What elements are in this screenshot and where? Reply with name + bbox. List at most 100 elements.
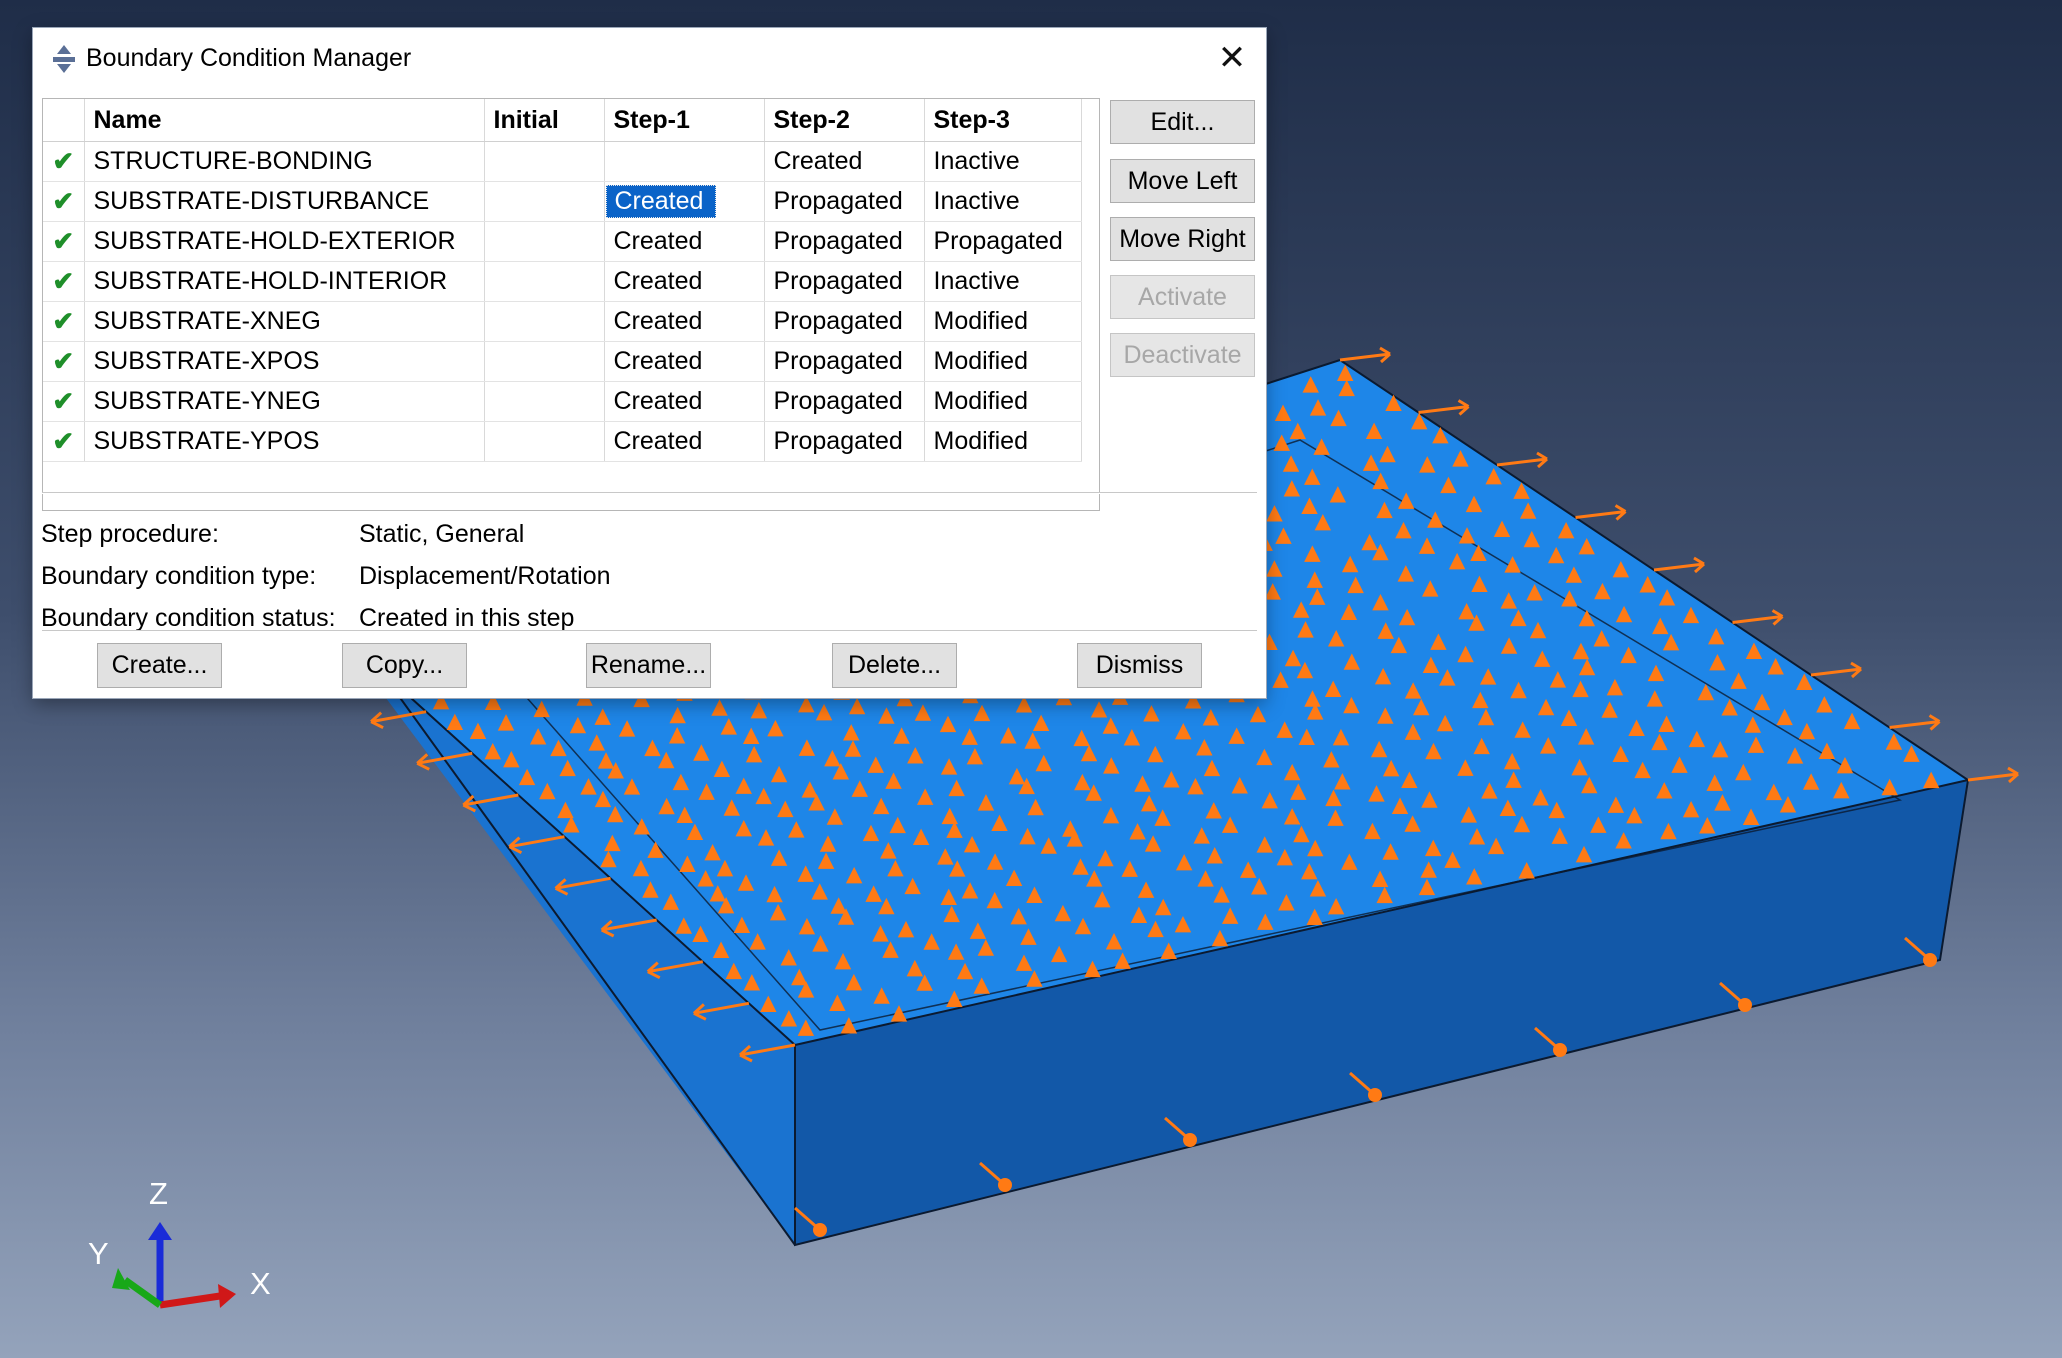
table-row[interactable]: ✔ SUBSTRATE-XPOS Created Propagated Modified (43, 341, 1082, 382)
cell-name[interactable]: STRUCTURE-BONDING (84, 141, 485, 182)
cell-initial[interactable] (484, 181, 605, 222)
row-check-cell[interactable]: ✔ (43, 221, 85, 262)
cell-initial[interactable] (484, 341, 605, 382)
bc-cone-symbol (1266, 505, 1283, 522)
cell-name[interactable]: SUBSTRATE-HOLD-EXTERIOR (84, 221, 485, 262)
table-row[interactable]: ✔ SUBSTRATE-HOLD-INTERIOR Created Propagate… (43, 261, 1082, 302)
rename-button[interactable]: Rename... (586, 643, 711, 688)
cell-step-2[interactable]: Propagated (764, 381, 925, 422)
cell-step-1[interactable]: Created (604, 421, 765, 462)
bc-arrow-symbol (1653, 556, 1705, 574)
cell-step-3[interactable]: Modified (924, 421, 1082, 462)
cell-step-2[interactable]: Created (764, 141, 925, 182)
bc-cone-symbol (948, 779, 965, 797)
cell-name[interactable]: SUBSTRATE-XPOS (84, 341, 485, 382)
bc-cone-symbol (808, 794, 825, 811)
bc-arrow-symbol (1889, 714, 1941, 731)
cell-step-3[interactable]: Inactive (924, 261, 1082, 302)
cell-name[interactable]: SUBSTRATE-HOLD-INTERIOR (84, 261, 485, 302)
edit-button[interactable]: Edit... (1110, 100, 1255, 144)
cell-step-1[interactable] (604, 141, 765, 182)
bc-cone-symbol (1652, 617, 1669, 635)
cell-step-2[interactable]: Propagated (764, 261, 925, 302)
bc-cone-symbol (1000, 727, 1017, 744)
bc-cone-symbol (1372, 472, 1389, 490)
row-check-cell[interactable]: ✔ (43, 421, 85, 462)
cell-step-3[interactable]: Inactive (924, 141, 1082, 182)
cell-name[interactable]: SUBSTRATE-YNEG (84, 381, 485, 422)
bc-cone-symbol (1297, 621, 1314, 638)
cell-step-1[interactable]: Created (604, 261, 765, 302)
column-header-step-1[interactable]: Step-1 (604, 99, 765, 142)
column-header-step-3[interactable]: Step-3 (924, 99, 1082, 142)
table-row[interactable]: ✔ SUBSTRATE-YPOS Created Propagated Modified (43, 421, 1082, 462)
bc-cone-symbol (1430, 633, 1447, 650)
bc-cone-symbol (1796, 673, 1813, 690)
cell-name[interactable]: SUBSTRATE-XNEG (84, 301, 485, 342)
cell-initial[interactable] (484, 141, 605, 182)
cell-step-2[interactable]: Propagated (764, 421, 925, 462)
table-row[interactable]: ✔ SUBSTRATE-XNEG Created Propagated Modified (43, 301, 1082, 342)
bc-cone-symbol (1499, 799, 1517, 816)
bc-cone-symbol (1922, 771, 1940, 789)
table-row[interactable]: ✔ STRUCTURE-BONDING Created Inactive (43, 141, 1082, 182)
step-procedure-label: Step procedure: (41, 520, 219, 548)
dismiss-button[interactable]: Dismiss (1077, 643, 1202, 688)
column-header-step-2[interactable]: Step-2 (764, 99, 925, 142)
cell-initial[interactable] (484, 301, 605, 342)
check-icon: ✔ (52, 266, 75, 296)
cell-step-2[interactable]: Propagated (764, 341, 925, 382)
bc-cone-symbol (484, 742, 501, 760)
cell-step-1[interactable]: Created (604, 381, 765, 422)
cell-name[interactable]: SUBSTRATE-YPOS (84, 421, 485, 462)
cell-initial[interactable] (484, 221, 605, 262)
cell-step-3[interactable]: Propagated (924, 221, 1082, 262)
cell-step-3[interactable]: Modified (924, 301, 1082, 342)
row-check-cell[interactable]: ✔ (43, 301, 85, 342)
column-header-name[interactable]: Name (84, 99, 485, 142)
cell-step-3[interactable]: Modified (924, 341, 1082, 382)
bc-cone-symbol (1276, 721, 1293, 738)
cell-step-1[interactable]: Created (604, 341, 765, 382)
cell-step-3[interactable]: Modified (924, 381, 1082, 422)
check-icon: ✔ (52, 226, 75, 256)
close-button[interactable]: ✕ (1210, 38, 1254, 78)
move-right-button[interactable]: Move Right (1110, 217, 1255, 261)
cell-name[interactable]: SUBSTRATE-DISTURBANCE (84, 181, 485, 222)
deactivate-button[interactable]: Deactivate (1110, 333, 1255, 377)
table-row[interactable]: ✔ SUBSTRATE-DISTURBANCE Created Propagated I… (43, 181, 1082, 222)
delete-button[interactable]: Delete... (832, 643, 957, 688)
cell-step-2[interactable]: Propagated (764, 301, 925, 342)
row-check-cell[interactable]: ✔ (43, 141, 85, 182)
cell-step-1[interactable]: Created (604, 181, 765, 222)
bc-cone-symbol (1468, 828, 1486, 845)
table-row[interactable]: ✔ SUBSTRATE-HOLD-EXTERIOR Created Propagate… (43, 221, 1082, 262)
cell-step-3[interactable]: Inactive (924, 181, 1082, 222)
cell-step-1[interactable]: Created (604, 301, 765, 342)
row-check-cell[interactable]: ✔ (43, 341, 85, 382)
row-check-cell[interactable]: ✔ (43, 381, 85, 422)
move-left-button[interactable]: Move Left (1110, 159, 1255, 203)
cell-initial[interactable] (484, 381, 605, 422)
bc-cone-symbol (1289, 422, 1307, 440)
bc-cone-symbol (1382, 759, 1400, 777)
table-row[interactable]: ✔ SUBSTRATE-YNEG Created Propagated Modified (43, 381, 1082, 422)
copy-button[interactable]: Copy... (342, 643, 467, 688)
cell-step-2[interactable]: Propagated (764, 181, 925, 222)
bc-cone-symbol (1418, 537, 1436, 554)
bc-cone-symbol (824, 749, 841, 767)
column-header-initial[interactable]: Initial (484, 99, 605, 142)
bc-cone-symbol (1594, 582, 1611, 600)
row-check-cell[interactable]: ✔ (43, 261, 85, 302)
cell-initial[interactable] (484, 261, 605, 302)
row-check-cell[interactable]: ✔ (43, 181, 85, 222)
cell-step-1[interactable]: Created (604, 221, 765, 262)
create-button[interactable]: Create... (97, 643, 222, 688)
title-bar[interactable]: Boundary Condition Manager ✕ (33, 28, 1266, 88)
cell-step-2[interactable]: Propagated (764, 221, 925, 262)
bc-cone-symbol (1779, 796, 1797, 813)
activate-button[interactable]: Activate (1110, 275, 1255, 319)
cell-initial[interactable] (484, 421, 605, 462)
bc-type-label: Boundary condition type: (41, 562, 317, 590)
